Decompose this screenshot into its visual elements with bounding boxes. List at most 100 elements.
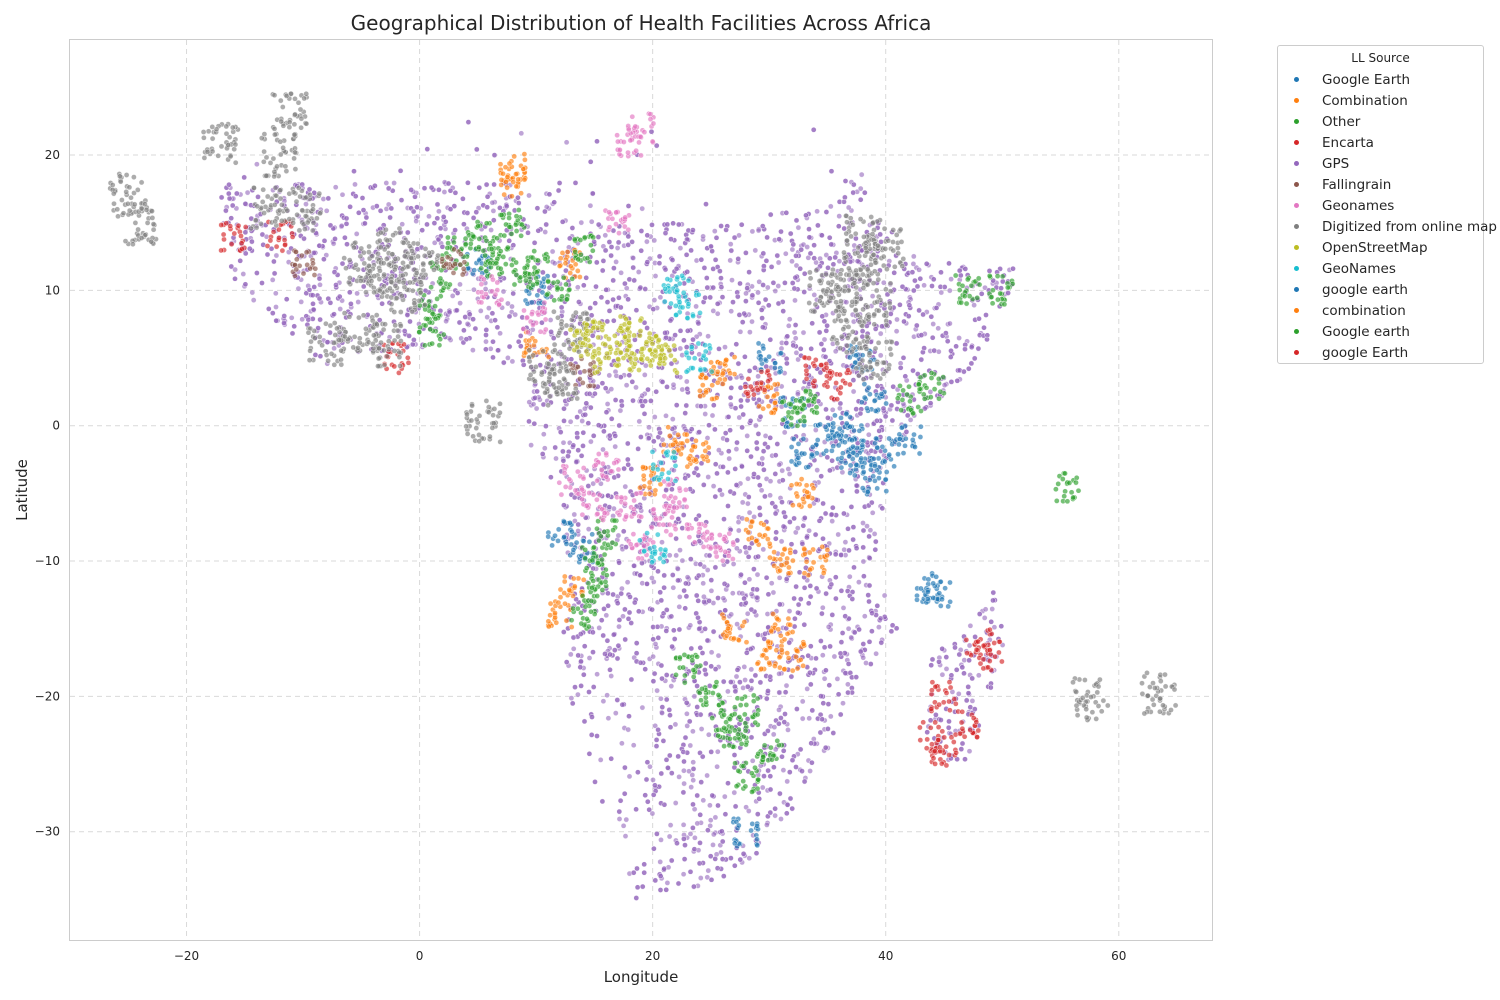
gps-point: [988, 684, 994, 691]
gps-point: [738, 221, 745, 228]
gps-point: [690, 766, 697, 772]
gps-point: [281, 313, 288, 319]
gps-point: [470, 316, 476, 323]
gps-point: [632, 599, 638, 606]
gps-point: [767, 492, 773, 499]
gps-point: [346, 289, 353, 296]
gps-point: [598, 294, 605, 301]
gps-point: [681, 836, 687, 842]
gps-point: [457, 300, 463, 306]
gps-point: [809, 759, 815, 766]
gps-point: [667, 822, 674, 828]
gps-point: [766, 302, 772, 309]
gps-point: [577, 408, 584, 415]
gps-point: [982, 606, 989, 613]
gps-point: [862, 613, 868, 620]
gps-point: [770, 731, 777, 738]
gps-point: [687, 831, 694, 837]
gps-point: [756, 460, 762, 467]
gps-point: [617, 797, 624, 804]
gps-point: [780, 523, 787, 530]
gps-point: [694, 820, 701, 827]
gps-point: [608, 415, 615, 422]
gps-point: [712, 493, 719, 500]
gps-point: [575, 528, 581, 534]
gps-point: [717, 268, 723, 274]
gps-point: [690, 759, 697, 766]
gps-point: [594, 733, 600, 739]
gps-point: [893, 340, 900, 347]
gps-point: [634, 884, 641, 891]
gps-point: [419, 227, 426, 233]
gps-point: [306, 286, 313, 293]
gps-point: [818, 693, 824, 699]
gps-point: [860, 520, 866, 526]
gps-point: [727, 241, 734, 247]
gps-point: [587, 158, 594, 165]
gps-point: [682, 475, 689, 481]
gps-point: [772, 805, 778, 812]
gps-point: [661, 572, 668, 579]
gps-point: [642, 286, 649, 292]
gps-point: [625, 461, 632, 468]
gps-point: [702, 626, 708, 632]
gps-point: [623, 816, 630, 823]
gps-point: [581, 671, 587, 678]
gps-point: [842, 670, 849, 676]
gps-point: [749, 318, 755, 325]
gps-point: [869, 509, 876, 516]
gps-point: [704, 567, 711, 573]
gps-point: [626, 713, 632, 720]
gps-point: [784, 778, 791, 785]
gps-point: [743, 290, 749, 297]
gps-point: [786, 322, 792, 329]
gps-point: [557, 429, 564, 435]
gps-point: [900, 354, 907, 361]
gps-point: [947, 320, 953, 327]
gps-point: [677, 594, 683, 600]
gps-point: [605, 715, 612, 722]
gps-point: [754, 586, 760, 593]
gps-point: [706, 731, 712, 738]
gps-point: [785, 727, 791, 733]
gps-point: [471, 286, 477, 293]
gps-point: [785, 466, 792, 472]
gps-point: [759, 315, 765, 321]
gps-point: [509, 358, 516, 365]
gps-point: [742, 353, 748, 360]
gps-point: [637, 659, 644, 666]
gps-point: [232, 275, 238, 282]
gps-point: [385, 185, 392, 192]
gps-point: [616, 294, 622, 301]
gps-point: [968, 344, 975, 350]
gps-point: [716, 447, 722, 453]
gps-point: [742, 579, 748, 586]
gps-point: [930, 276, 937, 283]
gps-point: [998, 285, 1004, 292]
gps-point: [620, 528, 627, 535]
gps-point: [637, 572, 644, 579]
gps-point: [820, 604, 826, 611]
gps-point: [793, 583, 799, 590]
gps-point: [490, 208, 497, 214]
gps-point: [414, 204, 420, 210]
gps-point: [572, 684, 578, 690]
gps-point: [771, 724, 778, 730]
gps-point: [722, 430, 729, 436]
gps-point: [945, 724, 952, 731]
gps-point: [590, 684, 597, 690]
gps-point: [813, 655, 819, 662]
gps-point: [719, 856, 726, 862]
gps-point: [918, 332, 925, 338]
gps-point: [749, 758, 756, 764]
gps-point: [707, 802, 713, 809]
gps-point: [673, 265, 680, 272]
gps-point: [568, 695, 575, 701]
gps-point: [476, 184, 483, 191]
gps-point: [639, 205, 646, 212]
gps-point: [681, 780, 687, 787]
gps-point: [740, 685, 746, 691]
gps-point: [551, 199, 558, 206]
gps-point: [630, 264, 637, 271]
gps-point: [962, 266, 969, 272]
